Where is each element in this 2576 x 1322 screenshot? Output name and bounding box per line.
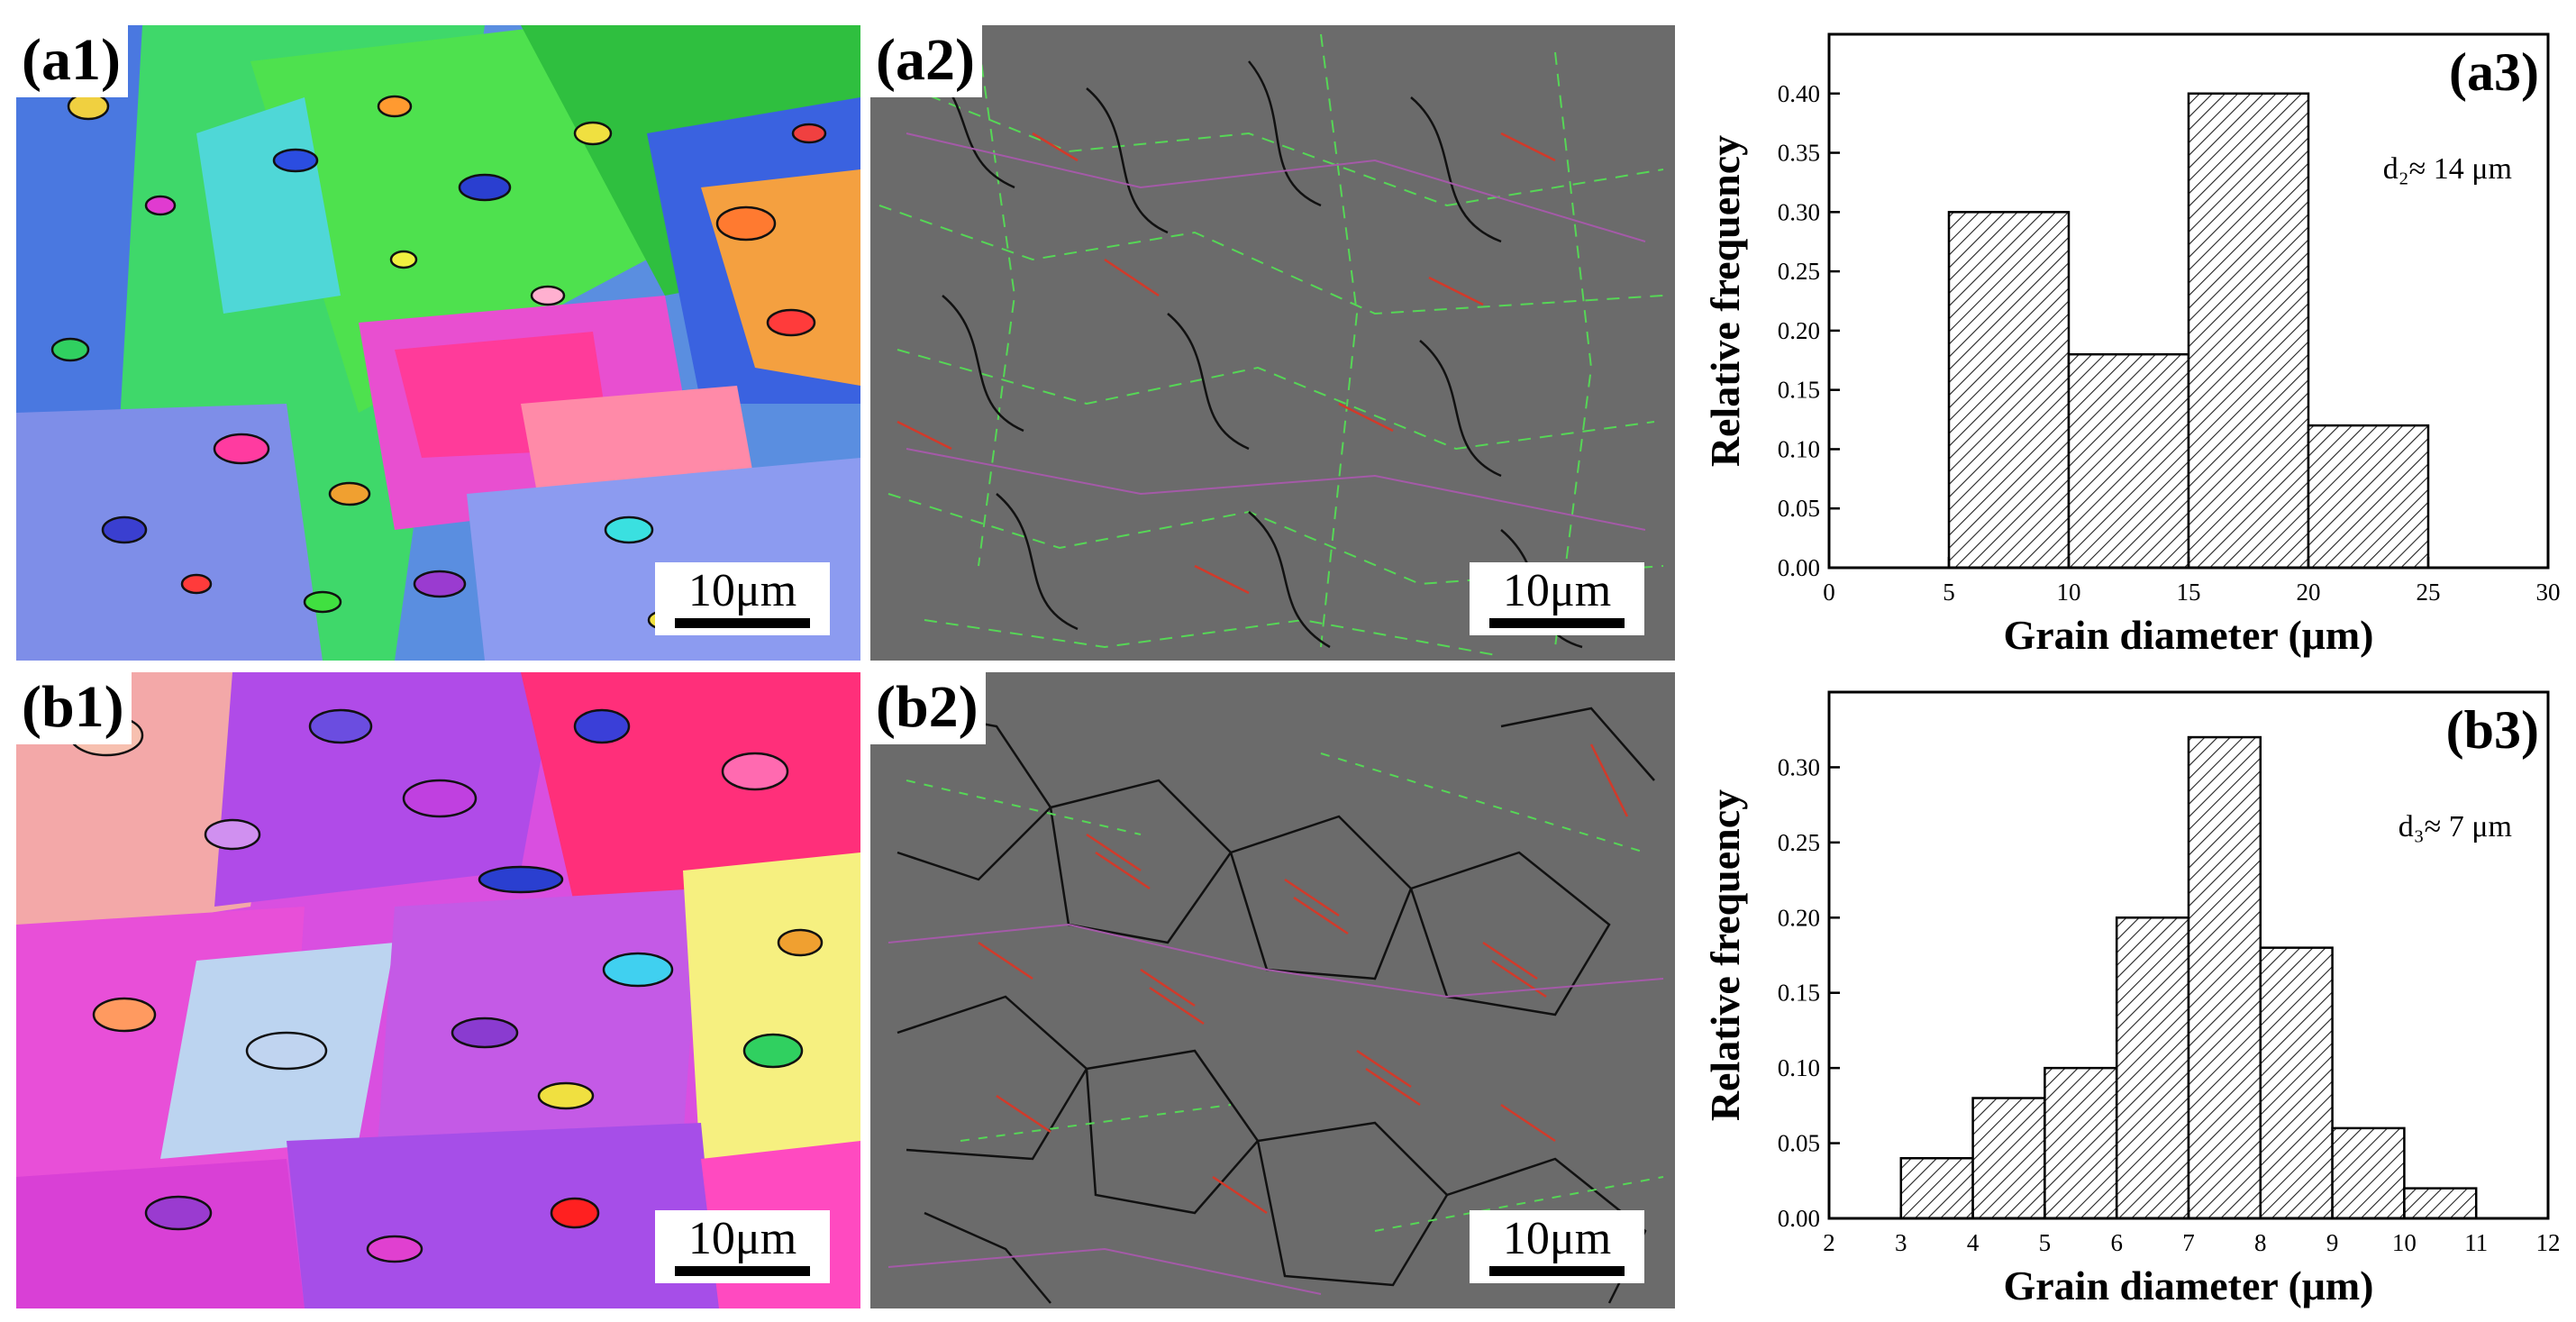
scale-bar-b1: 10μm — [655, 1210, 830, 1283]
boundary-map-a2-image — [870, 25, 1675, 661]
y-tick-label: 0.15 — [1778, 377, 1820, 404]
y-tick-label: 0.05 — [1778, 1130, 1820, 1157]
x-tick-label: 5 — [1943, 579, 1955, 606]
histogram-bar — [2115, 916, 2190, 1220]
x-tick-label: 7 — [2182, 1229, 2195, 1256]
y-tick-label: 0.10 — [1778, 1054, 1820, 1081]
x-tick-label: 5 — [2039, 1229, 2052, 1256]
x-tick-label: 6 — [2110, 1229, 2123, 1256]
x-tick-label: 10 — [2057, 579, 2081, 606]
y-axis-label: Relative frequency — [1702, 789, 1748, 1121]
y-tick-label: 0.15 — [1778, 980, 1820, 1007]
mean-grain-size-annotation: d₃≈ 7 μm — [2399, 810, 2512, 843]
histogram-bar — [2403, 1187, 2478, 1220]
histogram-bar — [2067, 352, 2190, 570]
x-tick-label: 4 — [1967, 1229, 1980, 1256]
x-tick-label: 8 — [2254, 1229, 2267, 1256]
scale-bar-line — [1489, 1266, 1625, 1276]
x-tick-label: 20 — [2297, 579, 2321, 606]
x-tick-label: 11 — [2464, 1229, 2488, 1256]
y-tick-label: 0.20 — [1778, 317, 1820, 344]
chart-a3: 0 5 10 15 20 25 30 0.00 0.05 0.10 0.15 0.20 0.25 0.30… — [1694, 25, 2568, 665]
panel-a2-boundary-map: (a2) 10μm — [870, 25, 1675, 661]
histogram-bar — [1971, 1097, 2046, 1220]
scale-bar-a1: 10μm — [655, 562, 830, 635]
y-tick-label: 0.20 — [1778, 904, 1820, 931]
histogram-bar — [1899, 1157, 1974, 1220]
x-tick-label: 25 — [2417, 579, 2441, 606]
x-tick-label: 10 — [2392, 1229, 2417, 1256]
scale-bar-line — [675, 618, 810, 628]
mean-grain-size-annotation: d₂≈ 14 μm — [2383, 152, 2512, 186]
histogram-bar — [2331, 1126, 2406, 1220]
ipf-map-b1-image — [16, 672, 860, 1308]
histogram-bar — [2307, 424, 2430, 570]
panel-label-b1: (b1) — [16, 672, 132, 744]
x-tick-label: 30 — [2536, 579, 2561, 606]
y-tick-label: 0.30 — [1778, 753, 1820, 780]
panel-b2-boundary-map: (b2) 10μm — [870, 672, 1675, 1308]
y-tick-label: 0.10 — [1778, 435, 1820, 462]
y-tick-label: 0.00 — [1778, 554, 1820, 581]
boundary-map-b2-image — [870, 672, 1675, 1308]
x-tick-label: 9 — [2326, 1229, 2339, 1256]
x-tick-label: 2 — [1823, 1229, 1835, 1256]
scale-bar-label: 10μm — [687, 565, 797, 616]
chart-panel-label: (b3) — [2446, 700, 2539, 760]
scale-bar-label: 10μm — [687, 1213, 797, 1264]
panel-b1-ipf-map: (b1) 10μm — [16, 672, 860, 1308]
ipf-map-a1-image — [16, 25, 860, 661]
x-tick-label: 3 — [1895, 1229, 1907, 1256]
scale-bar-line — [675, 1266, 810, 1276]
histogram-b3: 2 3 4 5 6 7 8 9 10 11 12 0.00 0.05 0.10 0.15 0.20 0.25 0.… — [1702, 690, 2561, 1308]
scale-bar-label: 10μm — [1502, 1213, 1612, 1264]
y-tick-label: 0.25 — [1778, 258, 1820, 285]
scale-bar-line — [1489, 618, 1625, 628]
histogram-bar — [2259, 946, 2334, 1220]
y-tick-label: 0.35 — [1778, 140, 1820, 167]
chart-b3: 2 3 4 5 6 7 8 9 10 11 12 0.00 0.05 0.10 0.15 0.20 0.25 0.… — [1694, 674, 2568, 1316]
y-tick-label: 0.30 — [1778, 198, 1820, 225]
histogram-bar — [2187, 92, 2310, 570]
scale-bar-a2: 10μm — [1470, 562, 1644, 635]
x-tick-label: 12 — [2536, 1229, 2561, 1256]
y-tick-label: 0.40 — [1778, 80, 1820, 107]
scale-bar-b2: 10μm — [1470, 1210, 1644, 1283]
panel-label-a2: (a2) — [870, 25, 982, 97]
y-tick-label: 0.00 — [1778, 1205, 1820, 1232]
histogram-bar — [1947, 211, 2071, 570]
x-tick-label: 0 — [1823, 579, 1835, 606]
x-axis-label: Grain diameter (μm) — [2003, 612, 2373, 658]
y-tick-label: 0.05 — [1778, 495, 1820, 522]
panel-a1-ipf-map: (a1) 10μm — [16, 25, 860, 661]
chart-panel-label: (a3) — [2449, 42, 2539, 102]
y-tick-label: 0.25 — [1778, 829, 1820, 856]
panel-label-a1: (a1) — [16, 25, 128, 97]
histogram-bar — [2044, 1066, 2118, 1220]
panel-label-b2: (b2) — [870, 672, 986, 744]
histogram-a3: 0 5 10 15 20 25 30 0.00 0.05 0.10 0.15 0.20 0.25 0.30… — [1702, 32, 2561, 658]
histogram-bar — [2187, 735, 2262, 1220]
y-axis-label: Relative frequency — [1702, 135, 1748, 467]
x-axis-label: Grain diameter (μm) — [2003, 1263, 2373, 1308]
x-tick-label: 15 — [2177, 579, 2201, 606]
scale-bar-label: 10μm — [1502, 565, 1612, 616]
